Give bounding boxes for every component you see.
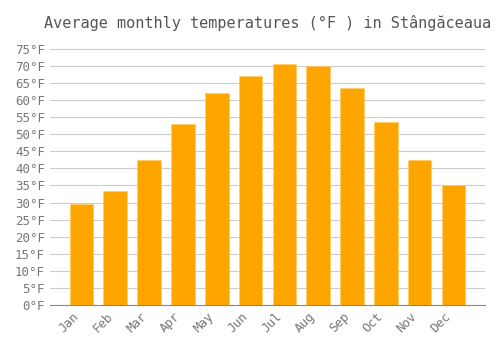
Bar [70,204,94,305]
Bar [442,186,465,305]
Bar [238,76,262,305]
Bar [340,88,364,305]
Bar [306,66,330,305]
Bar [138,160,161,305]
Bar [408,160,432,305]
Bar [205,93,229,305]
Bar [104,190,127,305]
Title: Average monthly temperatures (°F ) in Stângăceaua: Average monthly temperatures (°F ) in St… [44,15,491,31]
Bar [374,122,398,305]
Bar [272,64,296,305]
Bar [171,124,194,305]
